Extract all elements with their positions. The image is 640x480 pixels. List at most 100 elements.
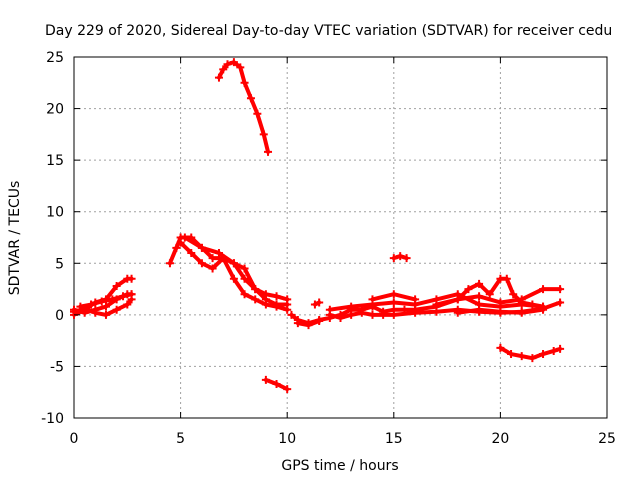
series-trace-9 <box>261 375 292 394</box>
data-point <box>251 285 260 294</box>
data-point <box>368 295 377 304</box>
data-point <box>315 298 324 307</box>
data-point <box>539 350 548 359</box>
data-point <box>272 292 281 301</box>
data-point <box>197 259 206 268</box>
series-trace-19 <box>496 343 565 363</box>
y-tick-label: -5 <box>50 359 64 375</box>
data-point <box>396 252 405 261</box>
series-trace-20 <box>310 298 324 309</box>
data-point <box>539 305 548 314</box>
series-trace-5 <box>214 58 273 156</box>
data-point <box>556 285 565 294</box>
data-point <box>176 238 185 247</box>
data-point <box>180 233 189 242</box>
data-point <box>509 290 518 299</box>
data-point <box>485 290 494 299</box>
data-point <box>119 292 128 301</box>
data-point <box>502 274 511 283</box>
data-point <box>411 295 420 304</box>
series-trace-11 <box>293 317 324 330</box>
data-point <box>325 305 334 314</box>
data-point <box>87 300 96 309</box>
data-point <box>214 73 223 82</box>
data-point <box>283 300 292 309</box>
series-layer <box>70 58 565 394</box>
data-point <box>310 300 319 309</box>
series-trace-17 <box>453 305 548 317</box>
data-point <box>453 295 462 304</box>
data-point <box>272 379 281 388</box>
data-point <box>496 343 505 352</box>
series-trace-14 <box>368 290 420 304</box>
data-point <box>223 60 232 69</box>
data-point <box>556 344 565 353</box>
grid-layer <box>74 57 607 418</box>
data-point <box>293 319 302 328</box>
data-point <box>539 285 548 294</box>
data-point <box>432 300 441 309</box>
data-point <box>336 313 345 322</box>
data-point <box>123 300 132 309</box>
data-point <box>549 346 558 355</box>
series-line <box>216 60 271 154</box>
data-point <box>251 295 260 304</box>
data-point <box>304 321 313 330</box>
data-point <box>240 274 249 283</box>
x-tick-label: 20 <box>491 431 509 447</box>
data-point <box>496 307 505 316</box>
data-point <box>127 274 136 283</box>
data-point <box>475 292 484 301</box>
x-tick-label: 0 <box>70 431 79 447</box>
data-point <box>101 302 110 311</box>
y-tick-label: 0 <box>55 308 64 324</box>
data-point <box>272 300 281 309</box>
data-point <box>379 310 388 319</box>
y-tick-label: 5 <box>55 256 64 272</box>
data-point <box>112 305 121 314</box>
data-point <box>528 354 537 363</box>
data-point <box>528 300 537 309</box>
data-point <box>402 254 411 263</box>
data-point <box>97 297 106 306</box>
data-point <box>165 259 174 268</box>
data-point <box>315 317 324 326</box>
x-tick-label: 15 <box>385 431 403 447</box>
data-point <box>240 290 249 299</box>
data-point <box>453 308 462 317</box>
data-point <box>229 274 238 283</box>
data-point <box>240 264 249 273</box>
data-point <box>357 308 366 317</box>
data-point <box>208 254 217 263</box>
data-point <box>187 248 196 257</box>
y-tick-label: 10 <box>46 205 64 221</box>
data-point <box>108 295 117 304</box>
data-point <box>197 243 206 252</box>
x-tick-label: 5 <box>176 431 185 447</box>
data-point <box>283 385 292 394</box>
data-point <box>236 63 245 72</box>
data-point <box>264 147 273 156</box>
series-trace-18 <box>389 252 411 263</box>
data-point <box>101 310 110 319</box>
data-point <box>475 305 484 314</box>
data-point <box>214 248 223 257</box>
x-axis-label: GPS time / hours <box>281 458 398 474</box>
data-point <box>517 308 526 317</box>
data-point <box>389 298 398 307</box>
y-tick-label: 20 <box>46 102 64 118</box>
data-point <box>389 254 398 263</box>
data-point <box>240 78 249 87</box>
tick-layer: 0 5 10 15 20 25 -10 -5 0 5 10 15 20 25 <box>41 50 616 447</box>
data-point <box>389 290 398 299</box>
series-trace-16 <box>432 285 565 309</box>
data-point <box>261 375 270 384</box>
data-point <box>347 302 356 311</box>
data-point <box>287 310 296 319</box>
data-point <box>112 281 121 290</box>
data-point <box>172 243 181 252</box>
data-point <box>219 65 228 74</box>
plot-frame <box>73 56 608 419</box>
data-point <box>389 310 398 319</box>
